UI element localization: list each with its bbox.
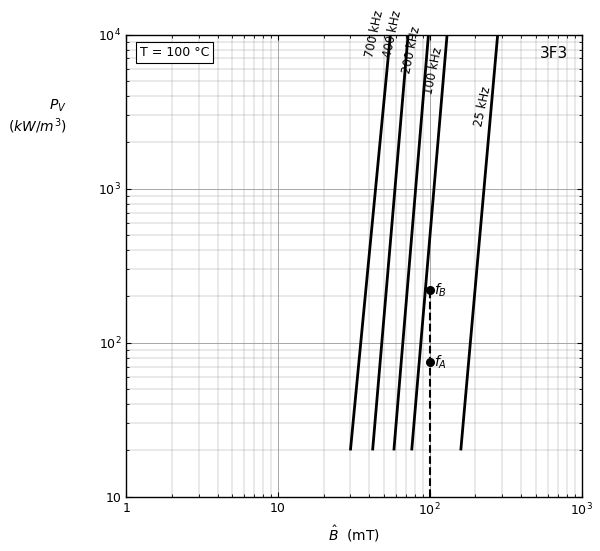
X-axis label: $\hat{B}$  (mT): $\hat{B}$ (mT)	[328, 524, 380, 544]
Text: 25 kHz: 25 kHz	[472, 85, 493, 127]
Y-axis label: $P_V$
$(kW/m^3)$: $P_V$ $(kW/m^3)$	[8, 97, 67, 136]
Text: $f_B$: $f_B$	[434, 281, 446, 299]
Text: T = 100 °C: T = 100 °C	[140, 46, 209, 59]
Text: 100 kHz: 100 kHz	[422, 46, 445, 96]
Text: 700 kHz: 700 kHz	[363, 9, 386, 58]
Text: 400 kHz: 400 kHz	[381, 9, 404, 58]
Text: $f_A$: $f_A$	[434, 353, 446, 371]
Text: 200 kHz: 200 kHz	[401, 25, 424, 74]
Text: 3F3: 3F3	[539, 46, 568, 61]
